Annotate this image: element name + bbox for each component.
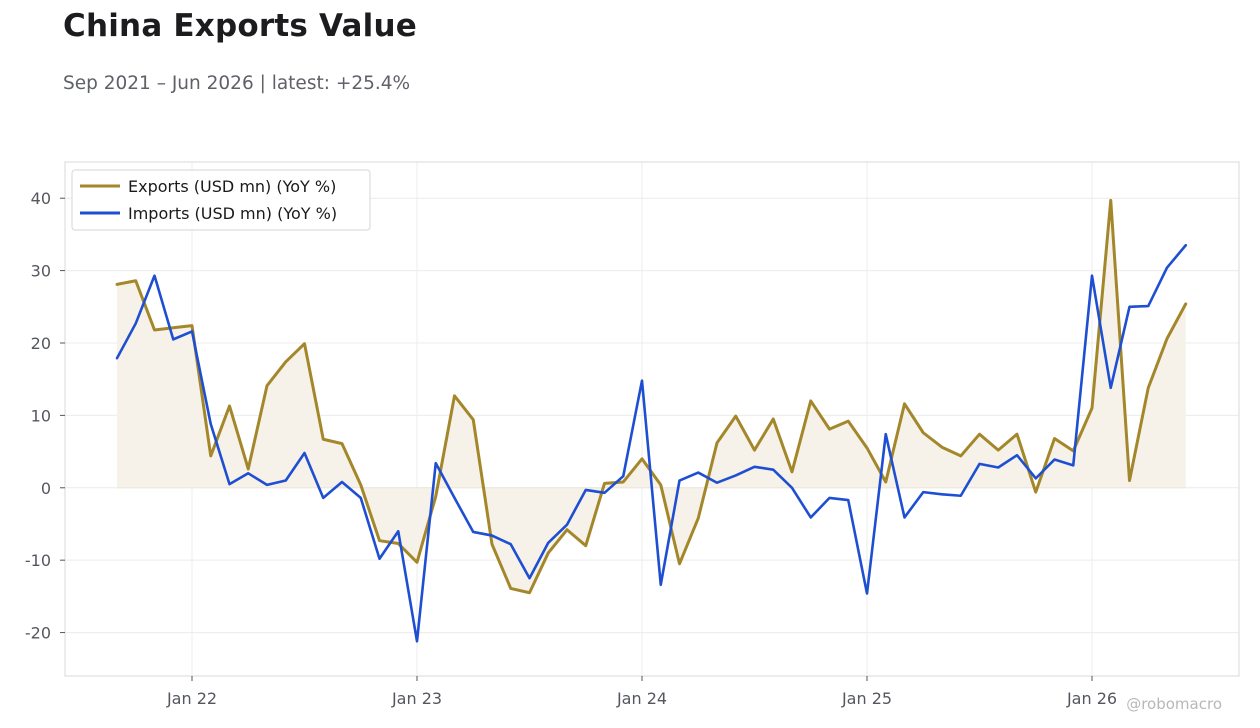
legend-label-2: Imports (USD mn) (YoY %) xyxy=(128,204,337,223)
chart-subtitle: Sep 2021 – Jun 2026 | latest: +25.4% xyxy=(63,73,411,94)
series-fill-1 xyxy=(117,200,1186,593)
x-tick-label: Jan 25 xyxy=(841,689,892,708)
grid-lines xyxy=(65,162,1239,676)
chart-title: China Exports Value xyxy=(63,8,417,44)
x-tick-label: Jan 26 xyxy=(1066,689,1117,708)
y-tick-label: 30 xyxy=(31,262,51,281)
imports-series-line xyxy=(115,243,1188,643)
plot-frame xyxy=(64,161,1240,677)
exports-fill-area xyxy=(117,200,1186,593)
y-tick-label: -10 xyxy=(25,551,51,570)
x-tick-label: Jan 23 xyxy=(391,689,442,708)
axis-ticks: -20 -10 0 10 20 30 40 Jan 22 Jan 23 Jan 24 Jan 25 J… xyxy=(25,189,1117,708)
legend-label-1: Exports (USD mn) (YoY %) xyxy=(128,177,336,196)
x-tick-label: Jan 24 xyxy=(616,689,667,708)
y-tick-label: 40 xyxy=(31,189,51,208)
y-tick-label: 0 xyxy=(41,479,51,498)
series-lines xyxy=(115,198,1188,643)
x-tick-label: Jan 22 xyxy=(166,689,217,708)
y-tick-label: 20 xyxy=(31,334,51,353)
y-tick-label: 10 xyxy=(31,406,51,425)
y-tick-label: -20 xyxy=(25,624,51,643)
watermark: @robomacro xyxy=(1126,695,1222,713)
legend: Exports (USD mn) (YoY %) Imports (USD mn)… xyxy=(71,169,371,231)
legend-box xyxy=(71,169,371,231)
